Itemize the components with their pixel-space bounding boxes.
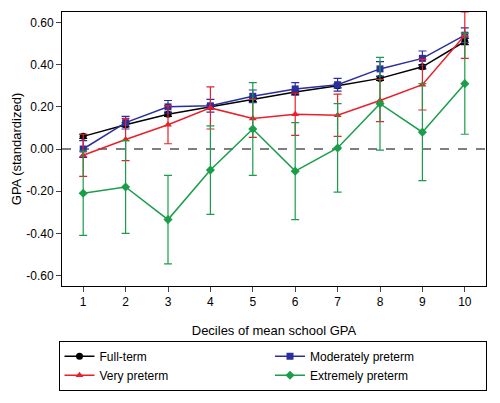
- svg-text:1: 1: [80, 295, 87, 309]
- svg-text:10: 10: [458, 295, 472, 309]
- svg-text:9: 9: [419, 295, 426, 309]
- svg-text:7: 7: [334, 295, 341, 309]
- svg-text:Extremely preterm: Extremely preterm: [310, 369, 408, 383]
- svg-text:0.40: 0.40: [30, 58, 54, 72]
- svg-text:3: 3: [165, 295, 172, 309]
- svg-text:8: 8: [377, 295, 384, 309]
- svg-text:Moderately preterm: Moderately preterm: [310, 350, 414, 364]
- svg-text:GPA (standardized): GPA (standardized): [9, 93, 24, 205]
- svg-text:Deciles of mean school GPA: Deciles of mean school GPA: [192, 323, 357, 338]
- svg-text:6: 6: [292, 295, 299, 309]
- svg-text:5: 5: [249, 295, 256, 309]
- svg-text:-0.40: -0.40: [26, 227, 54, 241]
- svg-text:2: 2: [122, 295, 129, 309]
- svg-text:Full-term: Full-term: [100, 350, 147, 364]
- svg-text:0.20: 0.20: [30, 100, 54, 114]
- svg-text:-0.60: -0.60: [26, 269, 54, 283]
- svg-text:-0.20: -0.20: [26, 184, 54, 198]
- svg-text:0.60: 0.60: [30, 16, 54, 30]
- svg-text:4: 4: [207, 295, 214, 309]
- svg-text:0.00: 0.00: [30, 142, 54, 156]
- svg-text:Very preterm: Very preterm: [100, 369, 169, 383]
